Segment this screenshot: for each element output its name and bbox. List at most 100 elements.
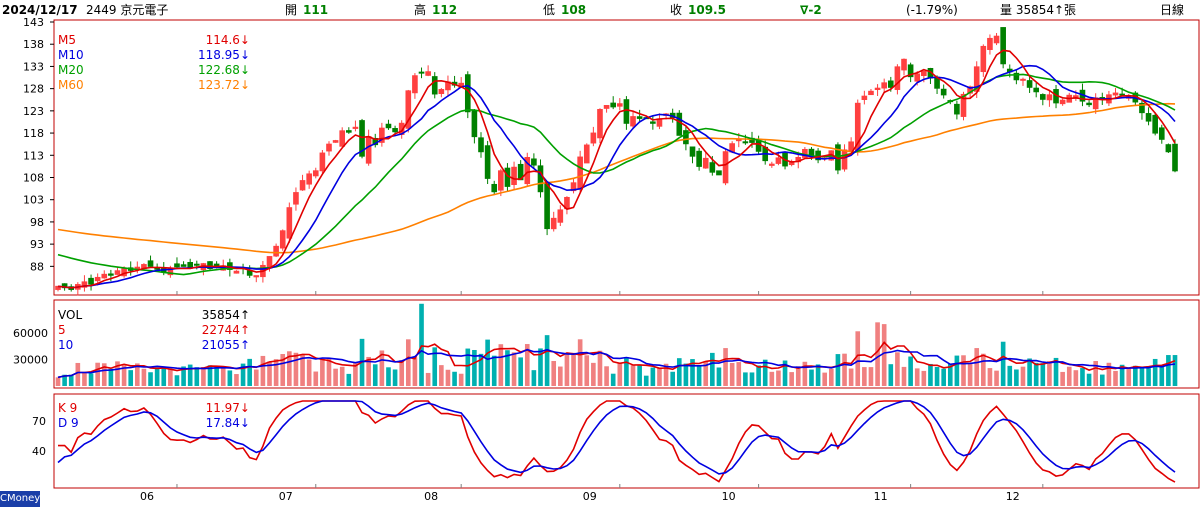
volume-bar [386, 367, 391, 386]
volume-bar [1172, 355, 1178, 386]
change-percent: (-1.79%) [906, 3, 958, 17]
volume-bar [293, 352, 299, 386]
volume-bar [168, 369, 173, 386]
volume-bar [452, 371, 457, 386]
candle-body [94, 276, 101, 282]
volume-bar [1113, 370, 1118, 386]
candle-body [550, 217, 557, 230]
volume-bar [868, 367, 874, 386]
volume-bar [399, 360, 405, 386]
volume-bar [749, 372, 755, 386]
candle-body [1112, 92, 1119, 96]
volume-bar [1133, 365, 1138, 386]
volume-bar [782, 360, 788, 386]
volume-bar [987, 368, 993, 386]
volume-bar [472, 349, 477, 386]
volume-bar [703, 361, 709, 386]
open-label: 開 [285, 3, 298, 17]
volume-bar [795, 366, 801, 386]
volume-bar [643, 375, 649, 386]
volume-bar [862, 367, 867, 386]
volume-bar [1040, 363, 1046, 386]
volume-bar [961, 355, 966, 386]
volume-bar [135, 363, 140, 386]
volume-bar [1014, 369, 1019, 386]
close-value: 109.5 [688, 3, 726, 17]
volume-bar [1166, 355, 1171, 386]
volume-bar [630, 365, 636, 386]
price-tick-label: 143 [23, 16, 44, 29]
candle-body [431, 76, 438, 95]
change-value: ∇-2 [800, 3, 822, 17]
candle-body [597, 109, 603, 139]
volume-bar [419, 303, 424, 386]
candle-body [623, 99, 630, 124]
candle-body [531, 158, 537, 166]
volume-bar [247, 358, 252, 386]
volume-bar [201, 367, 206, 386]
volume-bar [967, 363, 973, 386]
candle-body [616, 103, 623, 107]
volume-bar [326, 358, 332, 386]
volume-bar [465, 348, 471, 386]
candle-body [1013, 72, 1020, 81]
candle-body [603, 105, 610, 109]
candle-body [709, 162, 716, 173]
candle-body [498, 170, 504, 191]
volume-bar [822, 372, 828, 386]
candle-body [273, 245, 279, 257]
candle-body [332, 140, 339, 143]
volume-bar [372, 364, 378, 386]
candle-body [901, 58, 907, 71]
volume-bar [458, 373, 464, 386]
volume-bar [756, 365, 761, 386]
volume-bar [82, 372, 87, 386]
volume-bar [524, 344, 530, 386]
candle-body [689, 146, 696, 157]
volume-bar [181, 366, 186, 386]
volume-bar [954, 355, 960, 386]
volume-bar [558, 366, 563, 386]
volume-legend-name: 10 [58, 338, 73, 352]
candle-body [987, 37, 993, 50]
candle-body [993, 35, 1000, 44]
volume-bar [835, 354, 841, 386]
candle-body [392, 128, 398, 133]
volume-bar [1020, 366, 1026, 386]
volume-bar [842, 353, 847, 386]
volume-bar [802, 361, 808, 386]
volume-bar [62, 374, 67, 386]
low-value: 108 [561, 3, 587, 17]
volume-bar [339, 366, 345, 386]
candle-body [339, 130, 346, 147]
volume-bar [544, 335, 550, 386]
candle-body [253, 275, 260, 278]
volume-bar [273, 359, 279, 386]
candle-body [894, 66, 901, 90]
legend-m10-name: M10 [58, 48, 84, 62]
candle-body [940, 88, 947, 96]
legend-m10-value: 118.95↓ [198, 48, 250, 62]
close-label: 收 [670, 3, 683, 17]
candle-body [491, 183, 498, 193]
volume-bar [1139, 366, 1145, 386]
volume-bar [1033, 362, 1039, 386]
legend-m20-value: 122.68↓ [198, 63, 250, 77]
volume-bar [174, 375, 180, 386]
candle-body [346, 130, 352, 133]
candle-body [365, 136, 372, 164]
volume-bar [280, 354, 286, 386]
candle-body [702, 157, 709, 169]
volume-bar [154, 367, 160, 386]
candle-body [650, 121, 656, 124]
volume-bar [690, 359, 695, 386]
volume-bar [313, 371, 319, 386]
candle-body [286, 207, 293, 239]
volume-bar [994, 370, 999, 386]
volume-bar [425, 372, 431, 386]
volume-bar [809, 369, 814, 386]
volume-bar [637, 365, 642, 386]
volume-bar [1106, 362, 1112, 386]
period-label: 日線 [1160, 3, 1185, 17]
volume-bar [240, 363, 246, 386]
